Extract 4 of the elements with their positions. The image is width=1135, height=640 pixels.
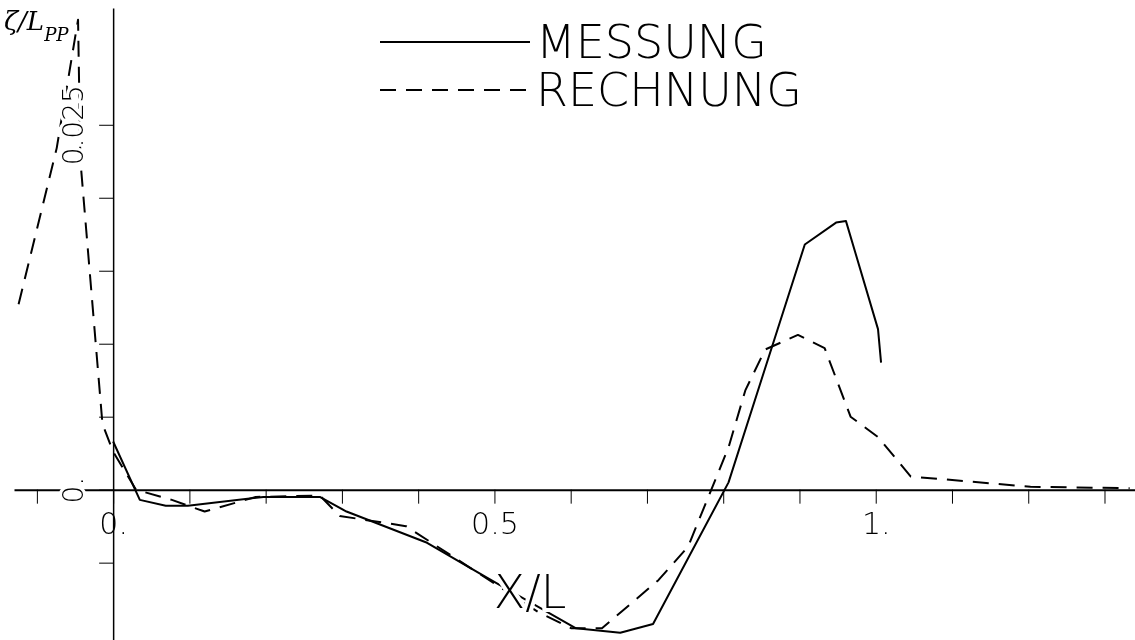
x-tick-label: 0.5 [471,505,519,541]
x-tick-label: 1. [861,505,891,541]
y-tick-label: 0.025 [57,85,91,166]
y-axis-title: ζ/L$_{PP}$ [4,6,70,45]
